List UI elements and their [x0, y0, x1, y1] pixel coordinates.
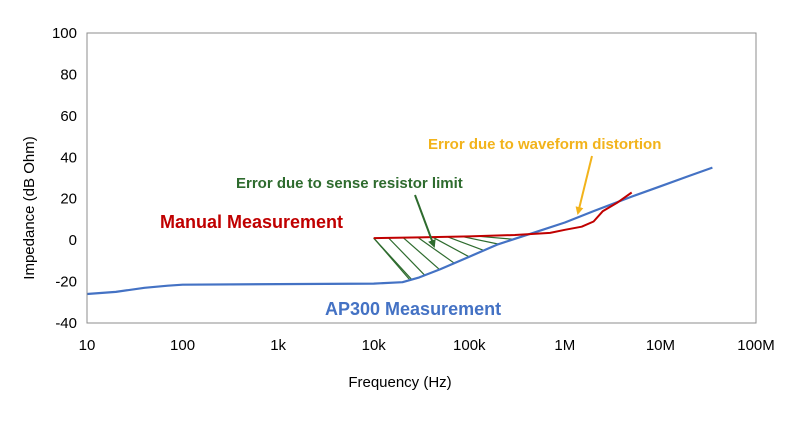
x-tick-label: 100k — [453, 337, 486, 354]
x-tick-label: 100 — [170, 337, 195, 354]
y-axis-title: Impedance (dB Ohm) — [21, 136, 38, 279]
series-lines — [86, 166, 713, 296]
plot-area-frame — [86, 32, 757, 324]
ap300-measurement-label: AP300 Measurement — [325, 299, 501, 319]
x-axis-ticks: 10 100 1k 10k 100k 1M 10M 100M — [79, 337, 775, 354]
x-tick-label: 1M — [554, 337, 575, 354]
ap300-measurement-line — [86, 166, 713, 296]
sense-resistor-error-hatch — [373, 235, 514, 281]
annotation-arrows — [414, 155, 593, 248]
y-tick-label: 40 — [60, 149, 77, 166]
x-tick-label: 10M — [646, 337, 675, 354]
hatch-boundary-line — [373, 237, 413, 280]
waveform-distortion-error-arrow — [575, 155, 593, 215]
x-axis-title: Frequency (Hz) — [348, 374, 451, 391]
manual-measurement-line — [373, 191, 633, 240]
hatch-line — [417, 236, 455, 264]
hatch-line — [447, 236, 485, 251]
x-tick-label: 10k — [362, 337, 387, 354]
y-tick-label: 60 — [60, 108, 77, 125]
y-tick-label: 80 — [60, 66, 77, 83]
y-tick-label: 20 — [60, 191, 77, 208]
hatch-line — [462, 235, 499, 245]
manual-measurement-label: Manual Measurement — [160, 212, 343, 232]
sense-resistor-error-arrow — [414, 194, 436, 248]
sense-resistor-error-label: Error due to sense resistor limit — [236, 175, 463, 192]
hatch-line — [402, 237, 440, 270]
y-tick-label: 0 — [69, 232, 77, 249]
y-axis-ticks: -40 -20 0 20 40 60 80 100 — [52, 25, 77, 332]
x-tick-label: 1k — [270, 337, 286, 354]
y-tick-label: -20 — [55, 274, 77, 291]
y-tick-label: -40 — [55, 315, 77, 332]
x-tick-label: 100M — [737, 337, 775, 354]
hatch-line — [432, 236, 470, 258]
hatch-line — [388, 237, 426, 276]
x-tick-label: 10 — [79, 337, 96, 354]
y-tick-label: 100 — [52, 25, 77, 42]
waveform-distortion-error-label: Error due to waveform distortion — [428, 136, 661, 153]
